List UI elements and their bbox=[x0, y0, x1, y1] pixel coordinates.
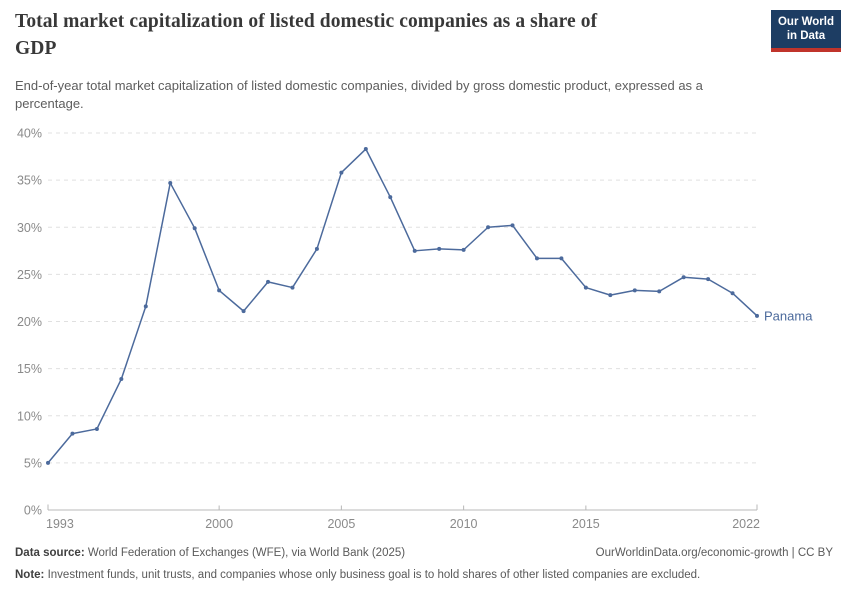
data-line-panama bbox=[47, 148, 758, 464]
data-source-label: Data source: bbox=[15, 547, 85, 559]
owid-logo-line1: Our World bbox=[777, 16, 834, 28]
data-point-marker bbox=[657, 289, 662, 294]
data-point-marker bbox=[730, 291, 735, 296]
data-point-marker bbox=[363, 147, 368, 152]
data-point-marker bbox=[339, 170, 344, 175]
data-point-marker bbox=[632, 288, 637, 293]
page-title-line1: Total market capitalization of listed do… bbox=[15, 11, 598, 32]
data-point-marker bbox=[217, 288, 222, 293]
x-tick-label: 2010 bbox=[450, 517, 478, 531]
y-tick-label: 20% bbox=[17, 315, 42, 329]
y-tick-label: 15% bbox=[17, 362, 42, 376]
data-point-marker bbox=[143, 304, 148, 309]
data-point-marker bbox=[559, 256, 564, 261]
data-point-marker bbox=[510, 223, 515, 228]
data-point-marker bbox=[70, 431, 75, 436]
data-point-marker bbox=[706, 277, 711, 282]
data-point-marker bbox=[192, 226, 197, 231]
y-tick-label: 25% bbox=[17, 268, 42, 282]
x-tick-label: 2005 bbox=[327, 517, 355, 531]
note-label: Note: bbox=[15, 569, 45, 581]
note-text: Investment funds, unit trusts, and compa… bbox=[44, 569, 701, 581]
data-point-marker bbox=[119, 376, 124, 381]
owid-logo: Our World in Data bbox=[770, 10, 841, 52]
note-line: Note: Investment funds, unit trusts, and… bbox=[15, 568, 833, 583]
data-point-marker bbox=[266, 279, 271, 284]
y-tick-label: 5% bbox=[24, 456, 42, 470]
data-point-marker bbox=[168, 180, 173, 185]
page-title: Total market capitalization of listed do… bbox=[15, 8, 760, 62]
page-title-line2: GDP bbox=[15, 38, 57, 59]
data-point-marker bbox=[486, 225, 491, 230]
owid-logo-line2: in Data bbox=[786, 29, 826, 42]
data-point-marker bbox=[755, 313, 759, 318]
y-tick-label: 40% bbox=[17, 127, 42, 141]
chart-subtitle-line1: End-of-year total market capitalization … bbox=[15, 78, 703, 93]
data-point-marker bbox=[314, 246, 319, 251]
data-point-marker bbox=[608, 293, 613, 298]
x-tick-label: 2015 bbox=[572, 517, 600, 531]
x-tick-label: 2000 bbox=[205, 517, 233, 531]
chart-subtitle-line2: percentage. bbox=[15, 96, 84, 111]
data-point-marker bbox=[46, 460, 50, 465]
data-point-marker bbox=[534, 256, 539, 261]
attribution-link[interactable]: OurWorldinData.org/economic-growth | CC … bbox=[595, 547, 833, 559]
data-point-marker bbox=[94, 426, 99, 431]
data-point-marker bbox=[412, 248, 417, 253]
chart-subtitle: End-of-year total market capitalization … bbox=[15, 77, 815, 113]
data-point-marker bbox=[583, 285, 588, 290]
data-point-marker bbox=[241, 309, 246, 314]
y-tick-label: 35% bbox=[17, 174, 42, 188]
y-tick-label: 10% bbox=[17, 409, 42, 423]
x-tick-label: 2022 bbox=[732, 517, 760, 531]
data-point-marker bbox=[290, 285, 295, 290]
data-point-marker bbox=[388, 195, 393, 200]
x-tick-label: 1993 bbox=[46, 517, 74, 531]
data-source-text: World Federation of Exchanges (WFE), via… bbox=[84, 547, 406, 559]
data-point-marker bbox=[461, 247, 466, 252]
y-tick-label: 30% bbox=[17, 221, 42, 235]
data-source-line: Data source: World Federation of Exchang… bbox=[15, 546, 405, 561]
entity-label-panama: Panama bbox=[764, 308, 813, 323]
chart-footer: Data source: World Federation of Exchang… bbox=[15, 546, 833, 583]
data-point-marker bbox=[681, 275, 686, 280]
y-tick-label: 0% bbox=[24, 504, 42, 518]
data-point-marker bbox=[437, 246, 442, 251]
